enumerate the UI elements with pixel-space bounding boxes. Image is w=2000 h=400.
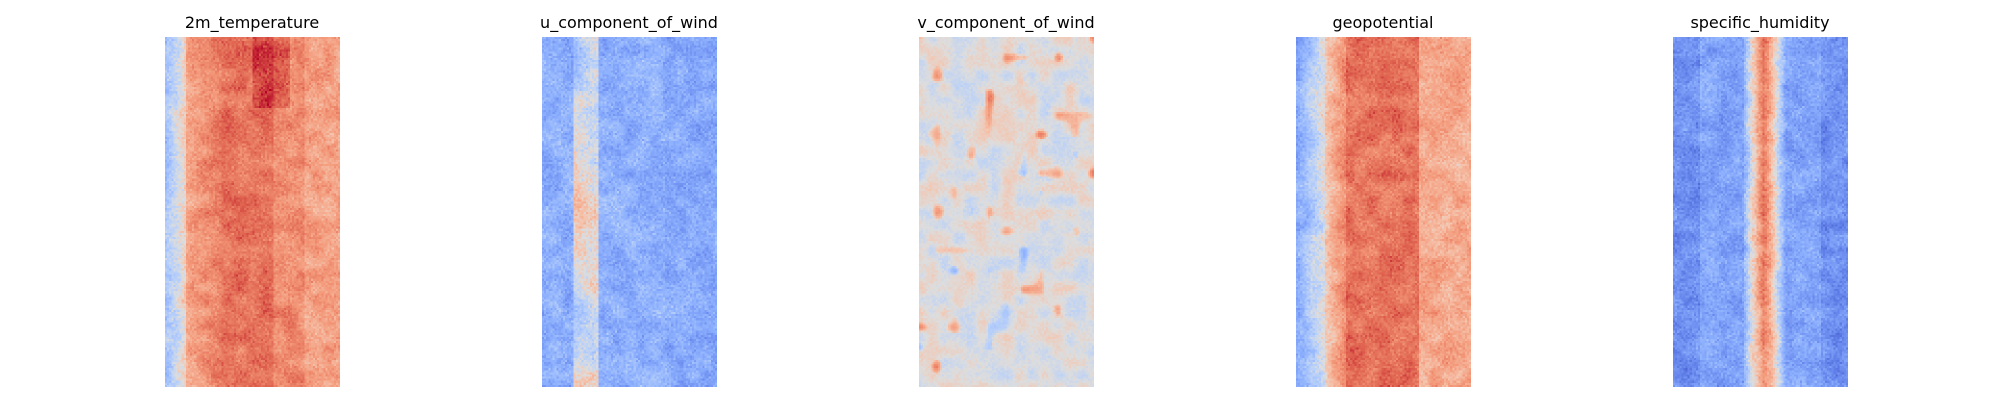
heatmap-specific-humidity xyxy=(1673,37,1848,387)
panel-title-v-component-of-wind: v_component_of_wind xyxy=(917,13,1095,32)
heatmap-v-component-of-wind xyxy=(919,37,1094,387)
panel-title-u-component-of-wind: u_component_of_wind xyxy=(540,13,718,32)
heatmap-u-component-of-wind xyxy=(542,37,717,387)
heatmap-geopotential xyxy=(1296,37,1471,387)
heatmap-2m-temperature xyxy=(165,37,340,387)
panel-title-2m-temperature: 2m_temperature xyxy=(184,13,320,32)
panel-title-geopotential: geopotential xyxy=(1332,13,1434,32)
panel-title-specific-humidity: specific_humidity xyxy=(1690,13,1830,32)
